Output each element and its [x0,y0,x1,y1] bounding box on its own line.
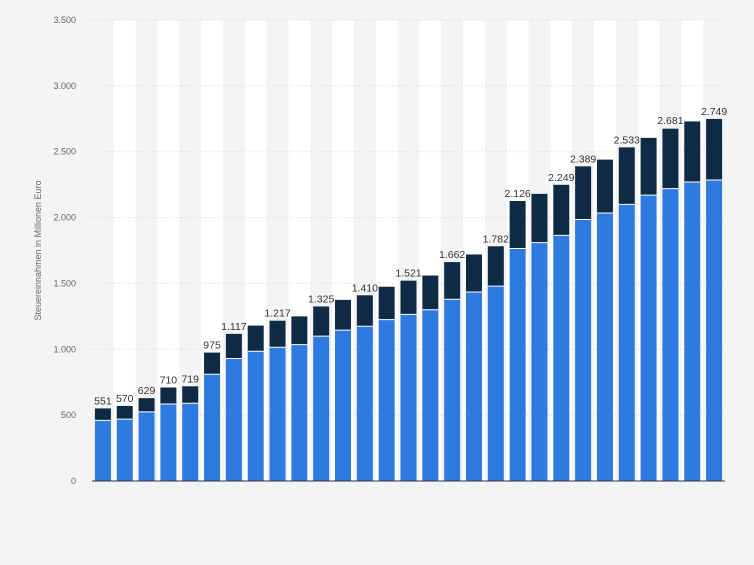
bar-segment-lower [291,344,308,481]
data-label: 1.662 [439,249,465,261]
data-label: 2.533 [614,134,640,146]
plot-band [157,20,180,481]
bar-segment-lower [487,286,504,481]
bar-segment-upper [465,254,482,292]
bar-segment-upper [225,333,242,359]
bar-segment-upper [94,408,111,421]
bar-segment-lower [444,299,461,481]
bar-segment-upper [116,405,133,420]
bar-segment-lower [575,219,592,481]
bar-segment-upper [706,118,723,181]
bar-segment-lower [94,420,111,481]
bar-segment-upper [596,159,613,213]
data-label: 1.782 [483,233,509,245]
bar-segment-lower [378,319,395,481]
bar-segment-upper [662,128,679,189]
bar-segment-upper [684,121,701,183]
bar-segment-lower [465,291,482,481]
bar-segment-lower [509,248,526,481]
y-tick-label: 0 [71,476,76,486]
data-label: 2.749 [701,106,727,118]
bar-segment-upper [160,387,177,404]
y-tick-labels: 0 500 1.000 1.500 2.000 2.500 3.000 3.500 [53,15,76,486]
data-label: 1.521 [395,268,421,280]
bar-segment-lower [531,242,548,481]
bar-segment-lower [182,403,199,481]
bar-segment-upper [618,147,635,205]
bar-segment-lower [706,180,723,482]
bar-segment-lower [400,314,417,481]
data-label: 2.389 [570,153,596,165]
y-tick-label: 3.000 [53,81,76,91]
data-label: 2.126 [504,188,530,200]
data-label: 2.249 [548,172,574,184]
bar-segment-upper [335,299,352,331]
y-tick-label: 2.000 [53,213,76,223]
bar-segment-lower [160,403,177,481]
bar-segment-lower [356,326,373,481]
plot-band [113,20,136,481]
bar-segment-upper [422,275,439,310]
data-label: 975 [203,340,221,352]
data-label: 719 [181,373,199,385]
data-label: 1.410 [352,282,378,294]
bars [94,118,723,482]
bar-segment-upper [575,166,592,220]
bar-segment-upper [553,184,570,236]
bar-segment-upper [269,320,286,348]
bar-segment-lower [138,411,155,481]
y-tick-label: 3.500 [53,15,76,25]
bar-segment-upper [313,306,330,337]
data-label: 1.325 [308,293,334,305]
data-label: 551 [94,395,112,407]
bar-segment-upper [400,280,417,315]
data-label: 2.681 [657,115,683,127]
bar-segment-lower [596,212,613,481]
data-label: 570 [116,393,134,405]
bar-segment-lower [640,195,657,481]
bar-segment-lower [422,309,439,481]
bar-segment-upper [531,193,548,243]
bar-segment-lower [116,419,133,481]
y-tick-label: 2.500 [53,147,76,157]
data-label: 1.117 [221,321,247,333]
data-label: 1.217 [264,308,290,320]
data-label: 629 [138,385,156,397]
bar-segment-upper [444,262,461,300]
bar-segment-lower [313,336,330,481]
bar-segment-upper [182,386,199,404]
bar-segment-lower [553,235,570,481]
bar-segment-lower [269,347,286,481]
bar-segment-lower [662,188,679,481]
bar-segment-lower [247,351,264,481]
y-axis-label: Steuereinnahmen in Millionen Euro [33,180,43,320]
bar-segment-upper [291,316,308,345]
y-tick-label: 1.500 [53,278,76,288]
bar-segment-upper [356,295,373,327]
data-label: 710 [160,374,178,386]
y-tick-label: 1.000 [53,344,76,354]
bar-segment-lower [225,358,242,481]
bar-segment-upper [138,398,155,412]
bar-segment-lower [204,374,221,481]
bar-segment-lower [618,204,635,481]
bar-segment-upper [378,286,395,320]
bar-segment-upper [204,352,221,375]
bar-segment-lower [335,330,352,481]
bar-segment-lower [684,182,701,481]
bar-segment-upper [640,137,657,196]
bar-segment-upper [509,200,526,249]
y-tick-label: 500 [61,410,76,420]
bar-segment-upper [487,246,504,287]
bar-segment-upper [247,325,264,352]
